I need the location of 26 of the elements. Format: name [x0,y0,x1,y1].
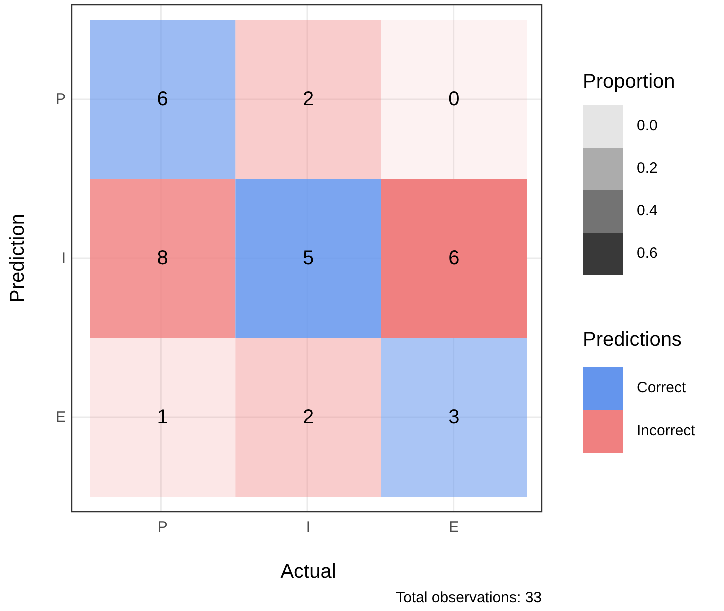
data-label: 6 [448,248,460,270]
legend-title: Predictions [583,329,682,351]
data-label: 2 [302,88,314,110]
x-tick-label: E [449,519,460,536]
data-label: 6 [157,88,168,110]
data-label: 0 [448,88,460,110]
y-tick-label: E [56,409,66,426]
data-label: 2 [302,406,314,428]
x-tick-label: P [158,519,168,536]
data-label: 5 [302,248,314,270]
y-axis-title: Prediction [7,214,29,303]
y-tick-label: P [56,91,66,108]
data-label: 8 [157,248,168,270]
text: Proportion [583,71,676,93]
text: Correct [637,380,688,396]
text: 0.4 [637,202,658,220]
text: 0.0 [637,118,658,134]
data-label: 1 [157,406,168,428]
text: Total observations: 33 [396,590,542,606]
text: 0.6 [637,245,658,262]
x-tick-label: I [306,519,311,536]
x-axis-title: Actual [280,561,336,583]
y-tick-label: I [62,250,66,267]
text: 0.2 [637,160,658,177]
data-label: 3 [448,406,460,428]
text: Incorrect [637,422,696,440]
